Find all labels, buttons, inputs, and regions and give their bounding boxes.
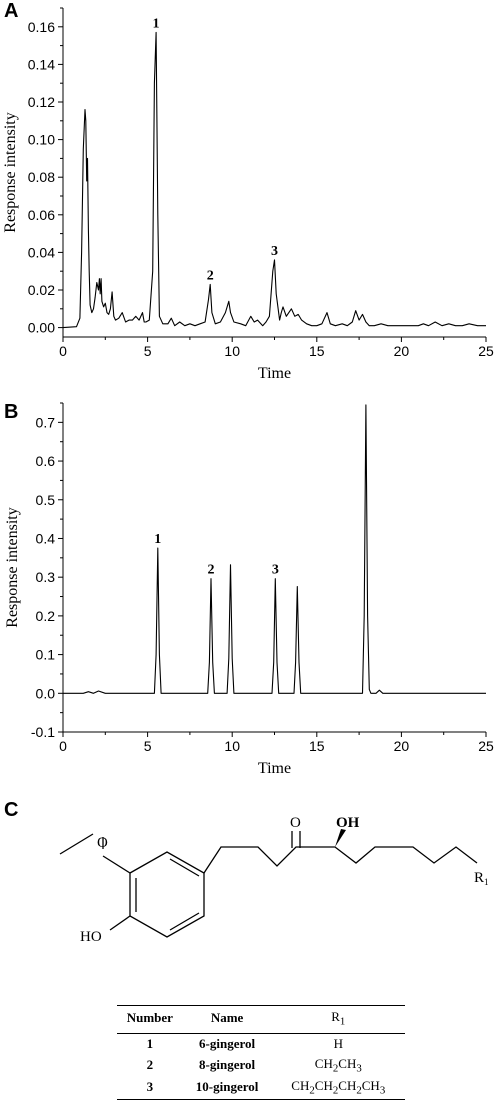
table-row: 1 6-gingerol H <box>117 1033 405 1054</box>
chart-b-y-axis-title: Response intensity <box>4 507 21 627</box>
header-number: Number <box>117 1005 183 1034</box>
chart-b-x-tick-label: 15 <box>309 738 325 754</box>
carbonyl-oxygen-label: O <box>290 815 301 831</box>
chart-a-y-tick-label: 0.12 <box>28 94 55 110</box>
chart-b-y-tick-label: 0.0 <box>36 685 56 701</box>
chart-a-y-tick-label: 0.00 <box>28 320 55 336</box>
chart-b-x-tick-label: 20 <box>394 738 410 754</box>
r1-subscript: 1 <box>484 877 489 887</box>
chart-a-peak-label-1: 1 <box>153 16 160 31</box>
row1-r1-text: H <box>333 1035 343 1051</box>
chart-b-y-tick-label: 0.1 <box>36 647 56 663</box>
table-header-row: Number Name R1 <box>117 1005 405 1034</box>
chart-a-x-tick-label: 10 <box>224 343 240 359</box>
chart-a-x-tick-label: 0 <box>59 343 67 359</box>
chart-a-y-axis-title: Response intensity <box>2 112 19 232</box>
chart-a-y-tick-label: 0.08 <box>28 169 55 185</box>
chart-b-x-tick-label: 10 <box>224 738 240 754</box>
chart-a-y-tick-label: 0.10 <box>28 132 55 148</box>
row3-name: 10-gingerol <box>182 1076 272 1100</box>
structure-bonds <box>59 831 478 938</box>
chart-b-x-tick-label: 5 <box>144 738 152 754</box>
chart-b-y-tick-label: 0.4 <box>36 530 56 546</box>
chart-a-x-tick-label: 15 <box>309 343 325 359</box>
chart-b-y-tick-label: -0.1 <box>31 724 55 740</box>
chart-a-y-tick-label: 0.14 <box>28 56 55 72</box>
header-name: Name <box>182 1005 272 1034</box>
panel-b-letter: B <box>4 401 19 423</box>
panel-c-letter: C <box>4 799 19 821</box>
r1-base: R <box>474 870 484 886</box>
chart-a-x-tick-label: 25 <box>478 343 494 359</box>
chart-a-peak-label-2: 2 <box>207 268 214 283</box>
chart-b-series-line-0 <box>63 404 486 694</box>
hydroxyl-label: OH <box>336 815 360 831</box>
chart-b-y-tick-label: 0.7 <box>36 414 56 430</box>
chart-b-y-tick-label: 0.3 <box>36 569 56 585</box>
wedge-bond <box>335 829 346 847</box>
chart-a-y-tick-label: 0.16 <box>28 19 55 35</box>
chart-a-y-tick-label: 0.06 <box>28 207 55 223</box>
header-r1-base: R <box>331 1009 340 1024</box>
r1-label: R1 <box>474 870 489 887</box>
header-r1: R1 <box>271 1005 405 1034</box>
chart-a-peak-label-3: 3 <box>271 244 278 259</box>
row3-number: 3 <box>117 1076 183 1100</box>
chart-b-x-axis-title: Time <box>258 760 291 777</box>
row2-r1: CH2CH3 <box>272 1054 405 1077</box>
table-row: 3 10-gingerol CH2CH2CH2CH3 <box>117 1076 405 1100</box>
chart-a-x-axis-title: Time <box>258 365 291 382</box>
row2-r1-text: CH2CH3 <box>314 1055 362 1075</box>
phenol-label: HO <box>80 929 102 945</box>
methoxy-oxygen-label: O <box>97 835 108 851</box>
row1-r1: H <box>272 1033 405 1054</box>
row2-number: 2 <box>146 1056 154 1072</box>
row1-number: 1 <box>146 1035 154 1051</box>
chart-a-x-tick-label: 20 <box>394 343 410 359</box>
chart-a-series-line-0 <box>62 31 486 329</box>
panel-a-letter: A <box>4 0 19 22</box>
chart-a-y-tick-label: 0.04 <box>28 244 55 260</box>
row2-name: 8-gingerol <box>199 1056 256 1072</box>
chart-b-y-tick-label: 0.5 <box>36 492 56 508</box>
chart-b-y-tick-label: 0.6 <box>36 453 56 469</box>
header-r1-subscript: 1 <box>339 1015 346 1028</box>
table-row: 2 8-gingerol CH2CH3 <box>117 1054 405 1077</box>
chart-b-x-tick-label: 25 <box>478 738 494 754</box>
chart-b-peak-label-3: 3 <box>272 563 279 578</box>
gingerol-structure: O OH O HO R1 <box>59 815 489 945</box>
row1-name: 6-gingerol <box>199 1035 256 1051</box>
chart-b-x-tick-label: 0 <box>59 738 67 754</box>
chart-b-peak-label-2: 2 <box>208 563 215 578</box>
chart-b-peak-label-1: 1 <box>154 532 161 547</box>
row3-r1: CH2CH2CH2CH3 <box>271 1076 405 1100</box>
chart-a-y-tick-label: 0.02 <box>28 282 55 298</box>
chart-b-y-tick-label: 0.2 <box>36 608 56 624</box>
chart-b: 0 5 10 15 20 25 -0.1 0.0 0.1 0.2 0.3 0.4 0.5 0.6 0.7 Ti… <box>4 402 494 777</box>
chart-a-x-tick-label: 5 <box>144 343 152 359</box>
chart-a: 0 5 10 15 20 25 0.00 0.02 0.04 0.06 0.08 0.10 0.12 0.… <box>2 7 494 382</box>
